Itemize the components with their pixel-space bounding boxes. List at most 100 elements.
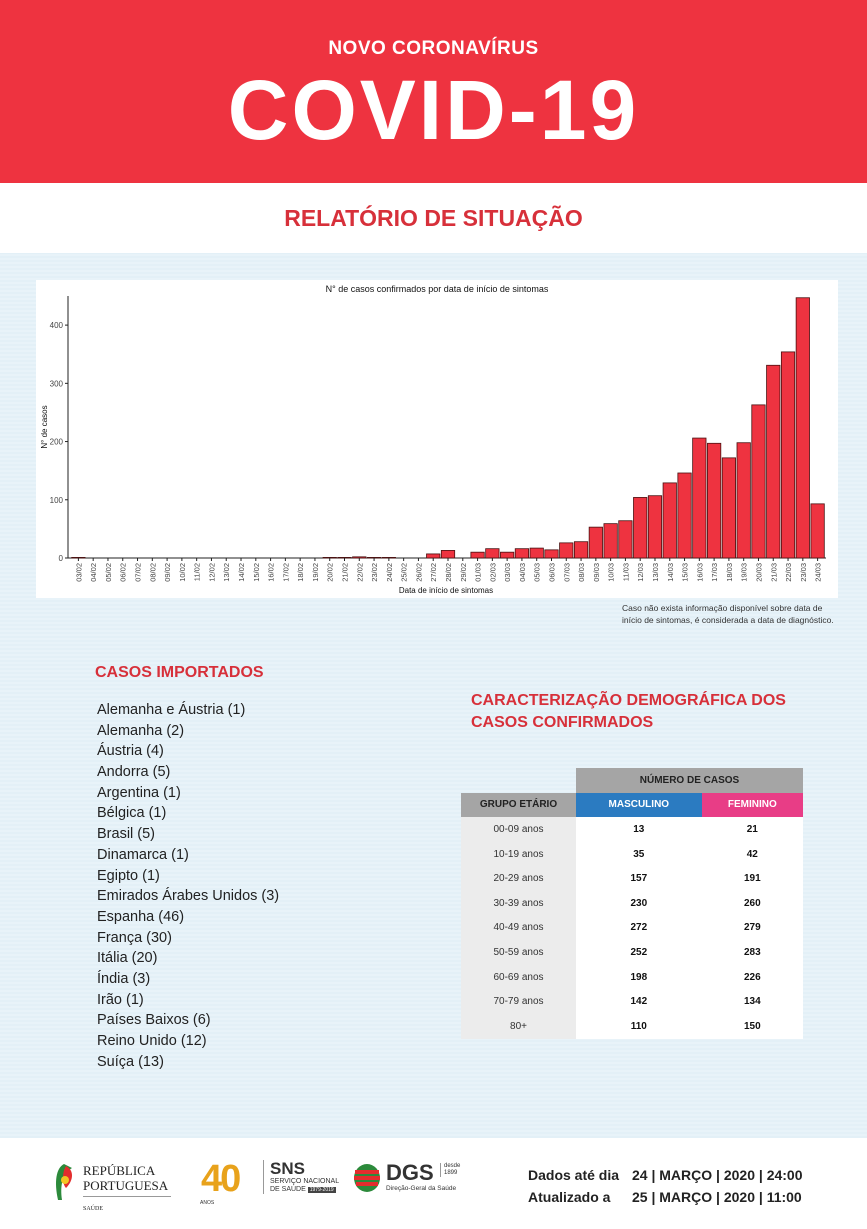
imported-item: Emirados Árabes Unidos (3) (97, 888, 280, 905)
x-axis-label: Data de início de sintomas (399, 586, 493, 595)
dgs-title: DGS (386, 1160, 434, 1185)
age-group: 60-69 anos (461, 964, 576, 990)
female-count: 279 (701, 915, 803, 941)
sns-text: SNS SERVIÇO NACIONAL DE SAÚDE 1979-2019 (263, 1160, 339, 1194)
dgs-logo-icon (354, 1164, 380, 1192)
data-row: Dados até dia 24 | MARÇO | 2020 | 24:00 (528, 1164, 803, 1186)
x-tick-label: 17/02 (281, 563, 290, 582)
x-tick-label: 23/02 (370, 563, 379, 582)
y-axis-label: N° de casos (40, 405, 49, 448)
chart-title: N° de casos confirmados por data de iníc… (326, 284, 549, 294)
x-tick-label: 25/02 (400, 563, 409, 582)
x-tick-label: 15/03 (681, 563, 690, 582)
x-tick-label: 12/03 (636, 563, 645, 582)
x-tick-label: 13/02 (222, 563, 231, 582)
sns-line2: DE SAÚDE 1979-2019 (270, 1186, 339, 1194)
x-tick-label: 08/03 (577, 563, 586, 582)
bar (470, 551, 485, 559)
dgs-year: 1899 (444, 1170, 458, 1176)
male-count: 35 (576, 841, 702, 867)
update-label: Atualizado a (528, 1189, 611, 1205)
table-row: 60-69 anos 198 226 (461, 964, 803, 990)
dgs-desde: desde (444, 1163, 461, 1169)
update-row: Atualizado a 25 | MARÇO | 2020 | 11:00 (528, 1186, 803, 1208)
x-tick-label: 02/03 (488, 563, 497, 582)
x-tick-label: 10/02 (178, 563, 187, 582)
female-count: 191 (701, 866, 803, 891)
bar (751, 404, 766, 559)
imported-item: Irão (1) (97, 991, 144, 1008)
x-tick-label: 22/02 (355, 563, 364, 582)
dgs-since: desde 1899 (440, 1163, 460, 1177)
bar (514, 548, 530, 559)
empty-cell (461, 768, 576, 793)
x-tick-label: 18/03 (725, 563, 734, 582)
bar (692, 437, 707, 559)
x-tick-label: 24/03 (814, 563, 823, 582)
col-male: MASCULINO (576, 792, 702, 818)
x-tick-label: 04/02 (89, 563, 98, 582)
male-count: 142 (576, 989, 702, 1014)
rp-text: REPÚBLICA PORTUGUESA SAÚDE (83, 1163, 171, 1217)
x-tick-label: 06/02 (119, 563, 128, 582)
x-tick-label: 03/03 (503, 563, 512, 582)
y-tick-label: 100 (50, 496, 64, 505)
table-row: 70-79 anos 142 134 (461, 989, 803, 1014)
x-tick-label: 12/02 (207, 563, 216, 582)
x-tick-label: 07/02 (134, 563, 143, 582)
title-line: CARACTERIZAÇÃO DEMOGRÁFICA DOS (471, 692, 786, 709)
x-tick-label: 18/02 (296, 563, 305, 582)
bar (677, 472, 692, 559)
x-tick-label: 29/02 (459, 563, 468, 582)
age-group: 40-49 anos (461, 915, 576, 941)
dgs-subtitle: Direção-Geral da Saúde (386, 1185, 457, 1192)
table-row: 10-19 anos 35 42 (461, 841, 803, 867)
bar (500, 551, 515, 559)
sns-anos: ANOS (200, 1200, 215, 1206)
bar (707, 442, 722, 559)
x-tick-label: 20/03 (754, 563, 763, 582)
table-row: 00-09 anos 13 21 (461, 817, 803, 842)
cases-chart: N° de casos confirmados por data de iníc… (36, 280, 838, 598)
imported-item: Suíça (13) (97, 1053, 164, 1070)
imported-item: Egipto (1) (97, 867, 160, 884)
bar (603, 523, 618, 559)
x-tick-label: 21/03 (769, 563, 778, 582)
title-line: CASOS CONFIRMADOS (471, 714, 654, 731)
age-group: 70-79 anos (461, 989, 576, 1014)
bar (381, 557, 396, 559)
bar (71, 557, 86, 559)
bar (795, 297, 810, 559)
x-tick-label: 27/02 (429, 563, 438, 582)
sns-line: SERVIÇO NACIONAL (270, 1178, 340, 1185)
x-tick-label: 07/03 (562, 563, 571, 582)
data-value: 24 | MARÇO | 2020 | 24:00 (632, 1167, 803, 1183)
x-tick-label: 09/02 (163, 563, 172, 582)
table-row: 20-29 anos 157 191 (461, 866, 803, 891)
col-age: GRUPO ETÁRIO (461, 792, 576, 818)
bar (544, 549, 559, 559)
demographics-table: NÚMERO DE CASOS GRUPO ETÁRIO MASCULINO FEM… (461, 768, 803, 1039)
male-count: 13 (576, 817, 702, 842)
x-tick-label: 04/03 (518, 563, 527, 582)
imported-item: Espanha (46) (97, 908, 185, 925)
female-count: 150 (701, 1013, 803, 1039)
sns-years: 1979-2019 (307, 1187, 336, 1193)
x-tick-label: 10/03 (607, 563, 616, 582)
imported-item: Argentina (1) (97, 784, 181, 801)
bar (766, 364, 781, 559)
bar (559, 542, 574, 559)
x-tick-label: 26/02 (414, 563, 423, 582)
header-subtitle: NOVO CORONAVÍRUS (328, 38, 539, 59)
bar (780, 351, 796, 559)
table-row: 30-39 anos 230 260 (461, 890, 803, 916)
bar (426, 553, 441, 559)
update-value: 25 | MARÇO | 2020 | 11:00 (632, 1189, 802, 1205)
x-tick-label: 11/03 (621, 563, 630, 581)
sns-40-logo: 40 (201, 1158, 241, 1200)
bar (322, 557, 337, 559)
age-group: 00-09 anos (461, 817, 576, 842)
x-tick-label: 22/03 (784, 563, 793, 582)
x-tick-label: 16/02 (267, 563, 276, 582)
y-tick-label: 200 (50, 438, 64, 447)
